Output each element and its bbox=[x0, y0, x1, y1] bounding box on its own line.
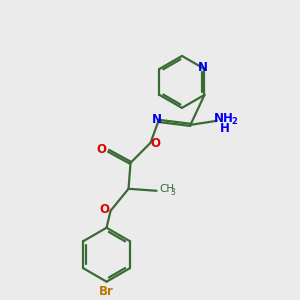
Text: 3: 3 bbox=[170, 188, 175, 197]
Text: Br: Br bbox=[99, 285, 114, 298]
Text: CH: CH bbox=[160, 184, 175, 194]
Text: H: H bbox=[220, 122, 230, 135]
Text: 2: 2 bbox=[232, 117, 237, 126]
Text: O: O bbox=[151, 137, 160, 150]
Text: O: O bbox=[97, 143, 106, 156]
Text: N: N bbox=[197, 61, 208, 74]
Text: O: O bbox=[100, 203, 110, 216]
Text: N: N bbox=[152, 113, 161, 126]
Text: NH: NH bbox=[214, 112, 233, 125]
